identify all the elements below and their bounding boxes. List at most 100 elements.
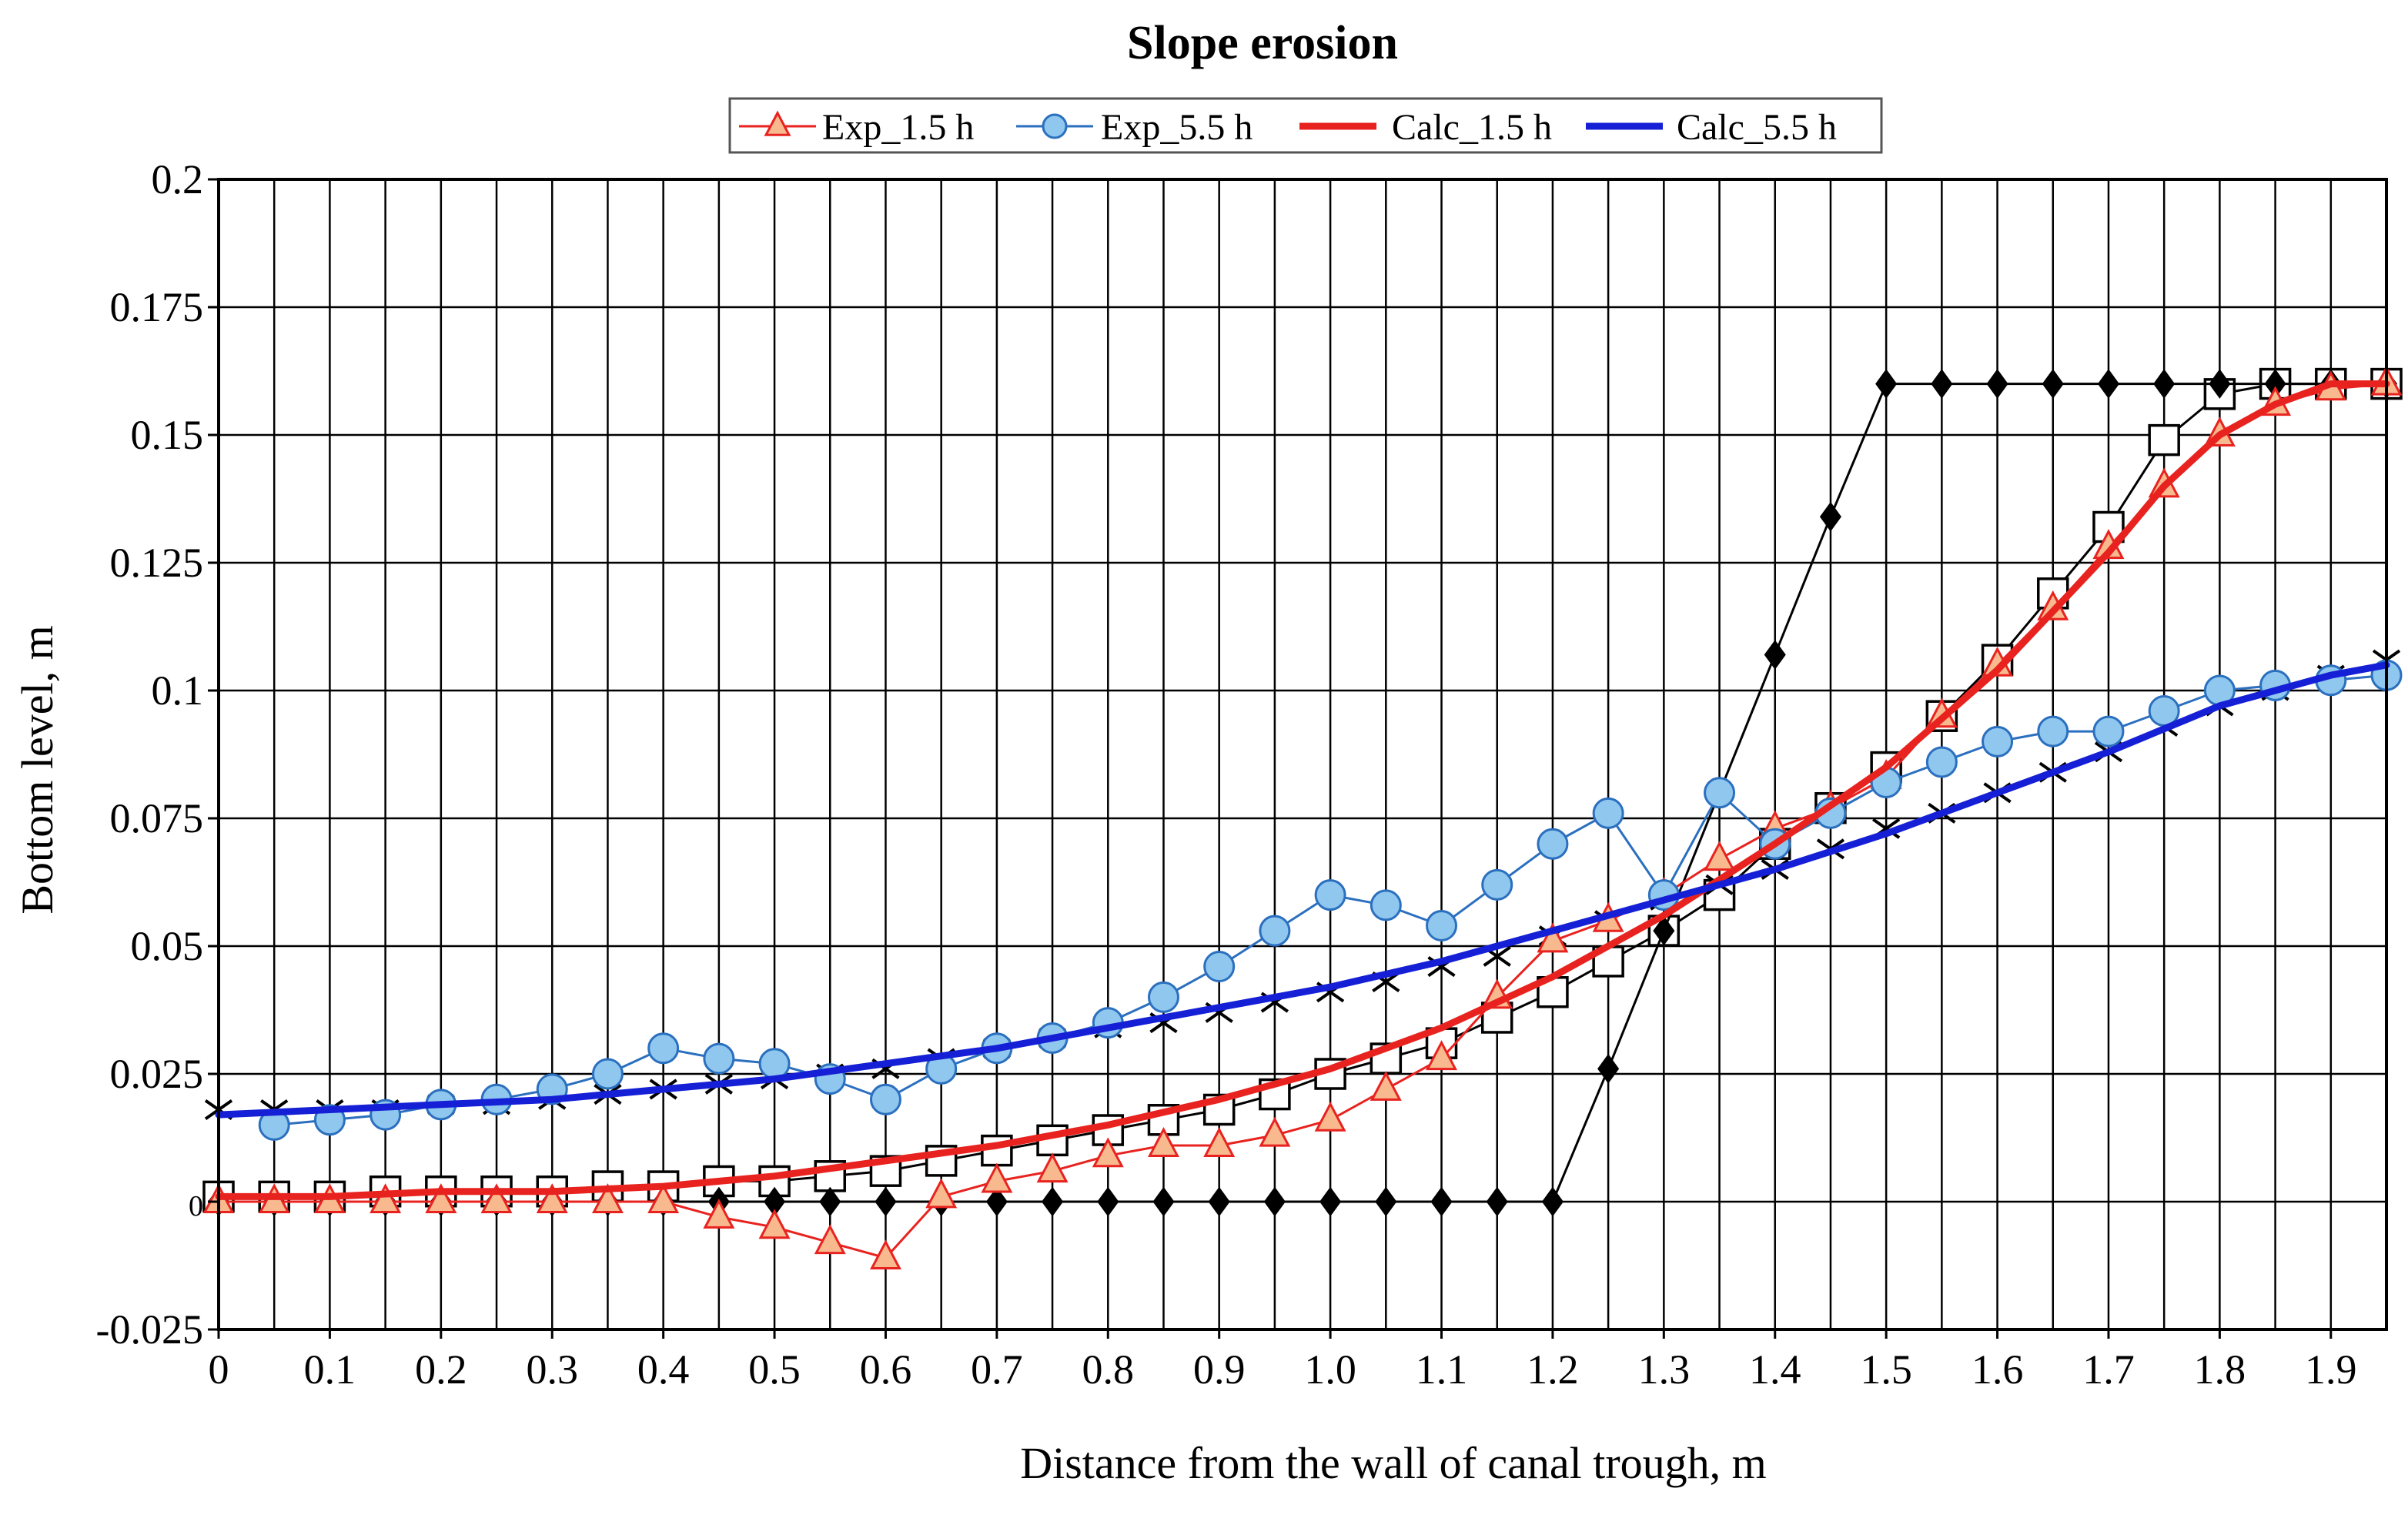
- data-point-circle: [2037, 715, 2069, 747]
- legend-item: Calc_5.5 h: [1586, 107, 1837, 148]
- legend-item: Exp_1.5 h: [739, 107, 974, 148]
- data-point-circle: [1925, 746, 1958, 778]
- y-tick-label: 0.075: [110, 795, 204, 841]
- x-tick-label: 0.8: [1082, 1346, 1135, 1393]
- data-point-triangle: [370, 1183, 402, 1213]
- data-point-circle: [869, 1083, 901, 1115]
- series-layer: [202, 365, 2403, 1270]
- data-point-circle: [1370, 889, 1402, 921]
- gridlines: [217, 178, 2388, 1331]
- y-tick-label: 0.125: [110, 540, 204, 586]
- data-point-diamond: [2153, 369, 2176, 399]
- x-tick-label: 1.6: [1972, 1346, 2024, 1393]
- x-tick-label: 1.0: [1304, 1346, 1356, 1393]
- legend-item: Calc_1.5 h: [1299, 107, 1552, 148]
- data-point-triangle: [1314, 1101, 1346, 1132]
- y-tick-label: -0.025: [96, 1306, 203, 1353]
- legend: Exp_1.5 h Exp_5.5 h Calc_1.5 h Calc_5.5 h: [728, 97, 1883, 154]
- data-point-triangle: [480, 1183, 513, 1213]
- data-point-triangle: [647, 1183, 680, 1213]
- data-point-circle: [1426, 909, 1458, 941]
- data-point-diamond: [1875, 369, 1898, 399]
- data-point-diamond: [819, 1186, 841, 1217]
- data-point-circle: [703, 1042, 735, 1075]
- y-tick-label: 0.15: [131, 412, 204, 458]
- x-tick-label: 0.6: [860, 1346, 912, 1393]
- data-point-circle: [1592, 797, 1624, 829]
- x-tick-label: 0.4: [637, 1346, 690, 1393]
- data-point-circle: [1982, 725, 2014, 758]
- legend-label: Calc_1.5 h: [1392, 107, 1552, 148]
- data-point-triangle: [981, 1162, 1013, 1193]
- data-point-circle: [1704, 777, 1736, 809]
- data-point-circle: [1481, 868, 1513, 901]
- legend-item: Exp_5.5 h: [1016, 107, 1252, 148]
- data-point-diamond: [1653, 915, 1675, 946]
- data-point-diamond: [1430, 1186, 1453, 1217]
- data-point-triangle: [814, 1224, 846, 1255]
- y-tick-label: 0.175: [110, 284, 204, 330]
- data-point-diamond: [1486, 1186, 1508, 1217]
- legend-swatch-marker: [1042, 113, 1068, 139]
- x-axis-label: Distance from the wall of canal trough, …: [1020, 1438, 1767, 1488]
- data-point-triangle: [536, 1183, 568, 1213]
- x-tick-label: 0.9: [1193, 1346, 1246, 1393]
- data-point-diamond: [1931, 369, 1953, 399]
- x-axis-ticks: 0 0.1 0.2 0.3 0.4 0.5 0.6 0.7 0.8 0.9 1.0 1.1 1.2 1.3…: [209, 1329, 2357, 1393]
- data-point-triangle: [703, 1198, 735, 1229]
- data-point-diamond: [1819, 501, 1841, 532]
- x-tick-label: 0.5: [748, 1346, 801, 1393]
- chart-title: Slope erosion: [1127, 17, 1398, 69]
- data-point-triangle: [425, 1183, 457, 1213]
- data-point-diamond: [1764, 640, 1786, 670]
- legend-label: Calc_5.5 h: [1677, 107, 1837, 148]
- legend-box: [728, 97, 1883, 154]
- data-point-circle: [591, 1058, 624, 1090]
- data-point-triangle: [1036, 1152, 1069, 1183]
- data-point-triangle: [1092, 1137, 1124, 1168]
- x-tick-label: 1.9: [2305, 1346, 2357, 1393]
- data-point-triangle: [591, 1183, 624, 1213]
- y-tick-label: 0: [189, 1190, 203, 1222]
- data-point-circle: [1259, 915, 1291, 947]
- legend-label: Exp_5.5 h: [1101, 107, 1252, 148]
- data-point-diamond: [1042, 1186, 1064, 1217]
- data-point-diamond: [2209, 369, 2231, 399]
- data-point-triangle: [1259, 1116, 1291, 1147]
- data-point-triangle: [1370, 1070, 1402, 1101]
- x-tick-label: 1.1: [1416, 1346, 1468, 1393]
- x-tick-label: 1.3: [1638, 1346, 1691, 1393]
- data-point-circle: [1537, 828, 1569, 860]
- data-point-diamond: [1263, 1186, 1286, 1217]
- x-tick-label: 0.3: [526, 1346, 578, 1393]
- data-point-triangle: [1203, 1127, 1236, 1157]
- legend-swatch-marker: [764, 110, 791, 136]
- calc-line: [215, 661, 2390, 1119]
- series-5: [215, 661, 2390, 1119]
- data-point-square: [2148, 423, 2180, 457]
- data-point-diamond: [2042, 369, 2064, 399]
- y-tick-label: 0.025: [110, 1051, 204, 1097]
- data-point-triangle: [1704, 841, 1736, 871]
- data-point-triangle: [1426, 1040, 1457, 1071]
- data-point-diamond: [985, 1186, 1008, 1217]
- x-tick-label: 0.1: [304, 1346, 356, 1393]
- plot-frame: [217, 178, 2388, 1331]
- data-point-diamond: [875, 1186, 897, 1217]
- data-point-circle: [2092, 715, 2125, 747]
- y-tick-label: 0.2: [152, 156, 204, 202]
- x-tick-label: 1.5: [1860, 1346, 1912, 1393]
- data-point-circle: [758, 1048, 791, 1080]
- y-tick-label: 0.05: [131, 923, 204, 969]
- x-tick-label: 0.7: [971, 1346, 1023, 1393]
- data-point-triangle: [925, 1178, 958, 1209]
- series-4: [215, 380, 2390, 1200]
- legend-label: Exp_1.5 h: [822, 107, 974, 148]
- data-point-diamond: [1152, 1186, 1175, 1217]
- data-point-triangle: [1537, 922, 1569, 953]
- x-tick-label: 0.2: [415, 1346, 467, 1393]
- x-tick-label: 1.7: [2082, 1346, 2135, 1393]
- x-tick-label: 0: [209, 1346, 229, 1393]
- data-point-triangle: [869, 1239, 901, 1270]
